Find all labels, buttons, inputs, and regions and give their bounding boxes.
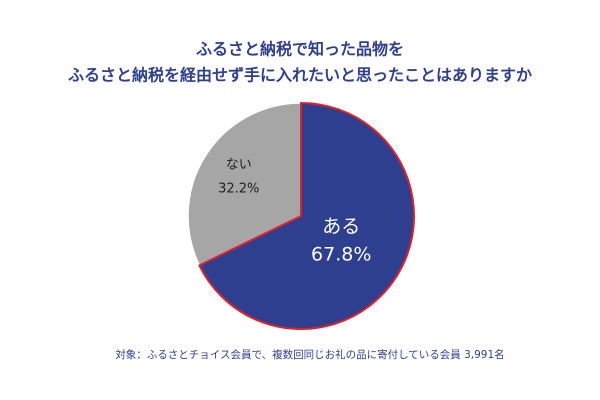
chart-title: ふるさと納税を経由せず手に入れたいと思ったことはありますか: [68, 66, 532, 85]
slice-label: ある: [322, 216, 360, 238]
note: 対象：ふるさとチョイス会員で、複数回同じお礼の品に寄付している会員 3,991名: [115, 348, 504, 361]
data-label: 67.8%: [311, 244, 371, 266]
slice-label: ない: [226, 158, 252, 173]
pie-slice: [187, 102, 302, 267]
pie-slice: [198, 102, 415, 330]
data-label: 32.2%: [218, 182, 259, 197]
chart-title: ふるさと納税で知った品物を: [196, 40, 404, 59]
